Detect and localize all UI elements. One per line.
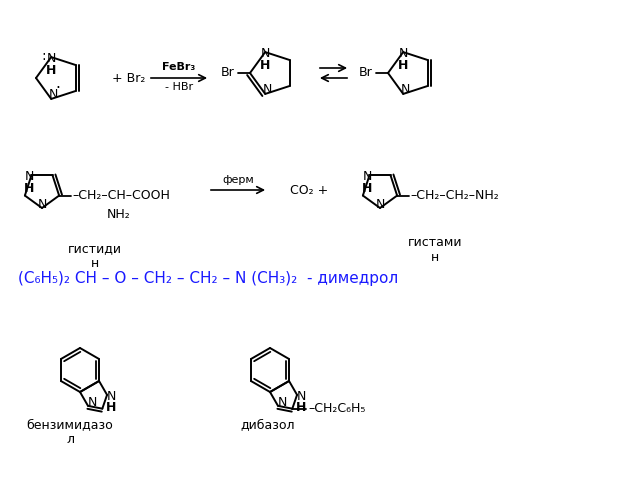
Text: (C₆H₅)₂ CH – O – CH₂ – CH₂ – N (CH₃)₂  - димедрол: (C₆H₅)₂ CH – O – CH₂ – CH₂ – N (CH₃)₂ - … xyxy=(18,271,398,286)
Text: N: N xyxy=(296,390,306,403)
Text: ферм: ферм xyxy=(222,175,254,185)
Text: N: N xyxy=(399,47,408,60)
Text: Br: Br xyxy=(359,67,373,80)
Text: NH₂: NH₂ xyxy=(108,207,131,221)
Text: - HBr: - HBr xyxy=(165,82,193,92)
Text: N: N xyxy=(106,390,116,403)
Text: + Br₂: + Br₂ xyxy=(112,72,145,84)
Text: гистами
н: гистами н xyxy=(408,236,462,264)
Text: N: N xyxy=(375,197,385,211)
Text: Br: Br xyxy=(221,67,235,80)
Text: –CH₂C₆H₅: –CH₂C₆H₅ xyxy=(308,402,365,415)
Text: H: H xyxy=(362,182,372,195)
Text: N: N xyxy=(49,88,58,101)
Text: N: N xyxy=(87,396,97,409)
Text: N: N xyxy=(260,47,270,60)
Text: FeBr₃: FeBr₃ xyxy=(163,62,196,72)
Text: H: H xyxy=(24,182,35,195)
Text: N: N xyxy=(401,84,410,96)
Text: ·: · xyxy=(56,82,61,96)
Text: CO₂ +: CO₂ + xyxy=(290,183,328,196)
Text: N: N xyxy=(277,396,287,409)
Text: –CH₂–CH₂–NH₂: –CH₂–CH₂–NH₂ xyxy=(410,189,499,202)
Text: бензимидазо
л: бензимидазо л xyxy=(27,418,113,446)
Text: H: H xyxy=(106,401,116,414)
Text: H: H xyxy=(296,401,307,414)
Text: N: N xyxy=(262,84,272,96)
Text: дибазол: дибазол xyxy=(240,418,294,431)
Text: –CH₂–CH–COOH: –CH₂–CH–COOH xyxy=(72,189,170,202)
Text: N: N xyxy=(37,197,47,211)
Text: H: H xyxy=(260,59,270,72)
Text: N: N xyxy=(363,170,372,183)
Text: гистиди
н: гистиди н xyxy=(68,242,122,270)
Text: H: H xyxy=(46,63,56,77)
Text: :: : xyxy=(41,49,45,63)
Text: H: H xyxy=(398,59,408,72)
Text: N: N xyxy=(47,51,56,65)
Text: N: N xyxy=(25,170,34,183)
